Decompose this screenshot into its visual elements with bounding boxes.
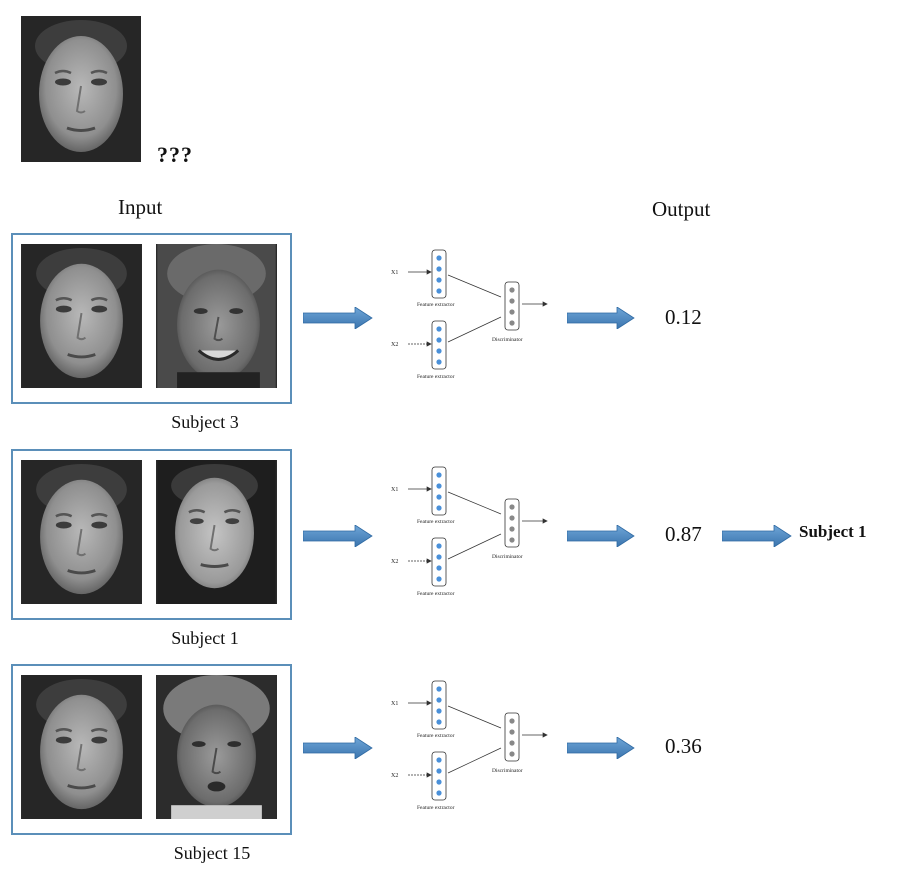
identified-subject-label: Subject 1 xyxy=(799,522,867,541)
feature-extractor-label: Feature extractor xyxy=(417,519,455,525)
arrow-right-icon xyxy=(722,525,792,547)
candidate-face-image xyxy=(156,675,277,819)
similarity-score: 0.36 xyxy=(665,734,702,758)
query-face-image xyxy=(21,16,141,162)
feature-extractor-label: Feature extractor xyxy=(417,591,455,597)
query-face-image xyxy=(21,675,142,819)
arrow-right-icon xyxy=(567,307,635,329)
input-x2-label: X2 xyxy=(391,559,398,565)
input-x1-label: X1 xyxy=(391,487,398,493)
input-pair-box-subject-15 xyxy=(11,664,292,835)
subject-label: Subject 1 xyxy=(171,628,239,648)
input-header: Input xyxy=(118,195,163,219)
candidate-face-image xyxy=(156,244,277,388)
subject-label: Subject 15 xyxy=(173,843,251,863)
arrow-right-icon xyxy=(567,737,635,759)
arrow-right-icon xyxy=(567,525,635,547)
output-header: Output xyxy=(652,197,711,221)
query-face-image xyxy=(21,460,142,604)
siamese-network-diagram: X1 X2 Feature extractor Feature extracto… xyxy=(391,466,548,597)
similarity-score: 0.12 xyxy=(665,305,702,329)
input-x2-label: X2 xyxy=(391,773,398,779)
similarity-score: 0.87 xyxy=(665,522,702,546)
input-pair-box-subject-1 xyxy=(11,449,292,620)
arrow-right-icon xyxy=(303,307,373,329)
input-x2-label: X2 xyxy=(391,342,398,348)
discriminator-label: Discriminator xyxy=(492,554,523,560)
discriminator-label: Discriminator xyxy=(492,337,523,343)
input-x1-label: X1 xyxy=(391,270,398,276)
feature-extractor-label: Feature extractor xyxy=(417,733,455,739)
discriminator-label: Discriminator xyxy=(492,768,523,774)
unknown-identity-marker: ??? xyxy=(157,142,193,167)
input-x1-label: X1 xyxy=(391,701,398,707)
arrow-right-icon xyxy=(303,525,373,547)
subject-label: Subject 3 xyxy=(171,412,239,432)
siamese-network-diagram: X1 X2 Feature extractor Feature extracto… xyxy=(391,249,548,380)
candidate-face-image xyxy=(156,460,277,604)
query-face-image xyxy=(21,244,142,388)
feature-extractor-label: Feature extractor xyxy=(417,374,455,380)
feature-extractor-label: Feature extractor xyxy=(417,302,455,308)
siamese-network-diagram: X1 X2 Feature extractor Feature extracto… xyxy=(391,680,548,811)
arrow-right-icon xyxy=(303,737,373,759)
feature-extractor-label: Feature extractor xyxy=(417,805,455,811)
input-pair-box-subject-3 xyxy=(11,233,292,404)
